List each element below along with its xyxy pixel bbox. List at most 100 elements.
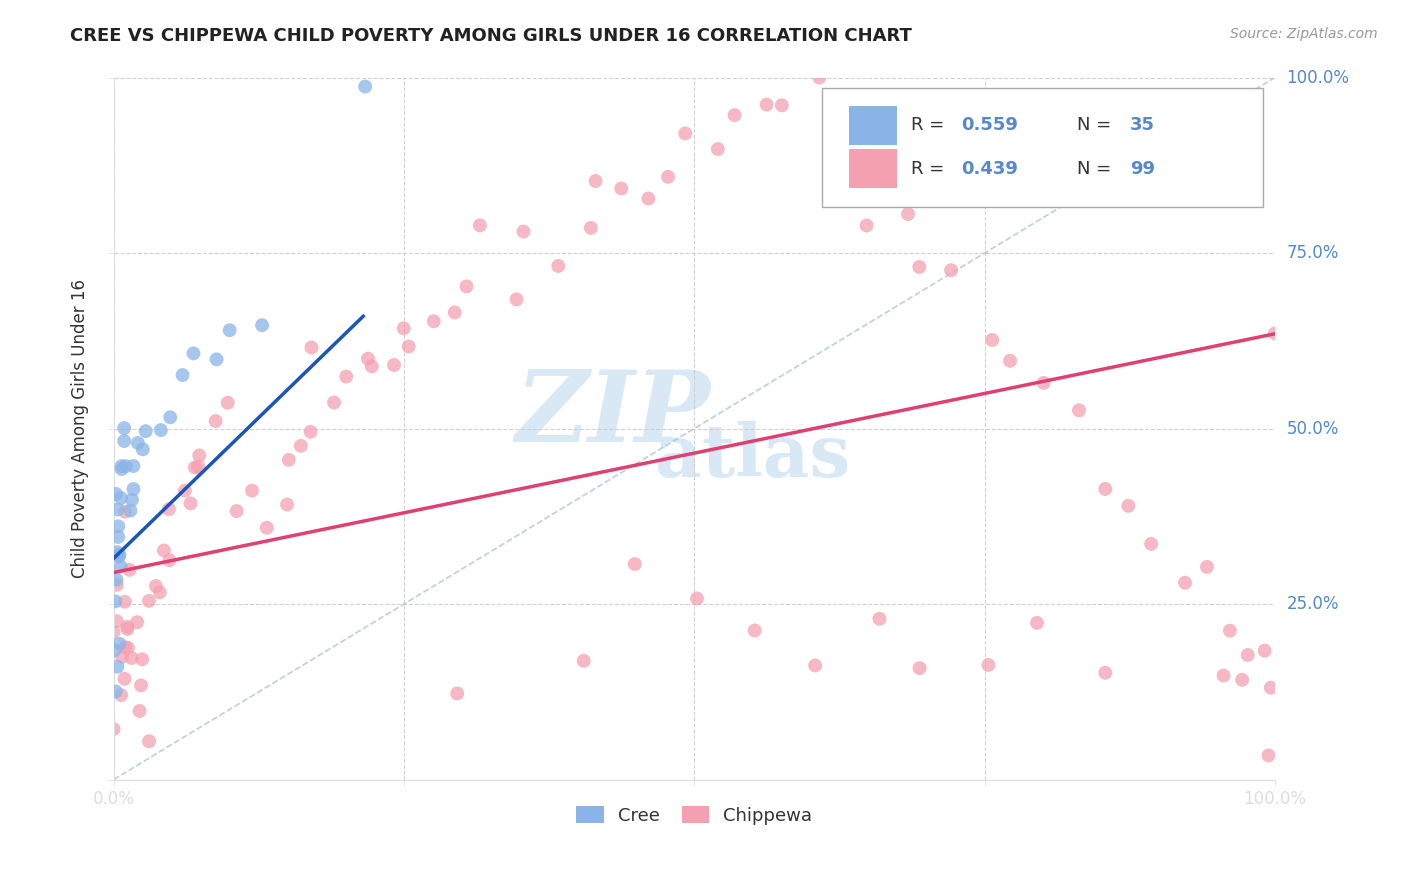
- Point: [121, 651, 143, 665]
- Point: [129, 678, 152, 692]
- Point: [744, 624, 766, 638]
- Point: [299, 425, 322, 439]
- Point: [1094, 665, 1116, 680]
- Text: atlas: atlas: [655, 421, 851, 492]
- Point: [107, 530, 129, 544]
- Point: [145, 579, 167, 593]
- Text: Source: ZipAtlas.com: Source: ZipAtlas.com: [1230, 27, 1378, 41]
- Point: [1260, 681, 1282, 695]
- Point: [250, 318, 273, 333]
- Point: [357, 351, 380, 366]
- Point: [808, 70, 831, 85]
- Point: [354, 79, 377, 94]
- Point: [110, 688, 132, 702]
- Point: [110, 559, 132, 574]
- Point: [335, 369, 357, 384]
- Point: [110, 459, 132, 474]
- Point: [225, 504, 247, 518]
- Point: [184, 460, 207, 475]
- Text: 100.0%: 100.0%: [1286, 69, 1350, 87]
- Point: [1094, 482, 1116, 496]
- Point: [153, 543, 176, 558]
- Point: [104, 684, 127, 698]
- Point: [122, 482, 145, 496]
- Point: [114, 640, 136, 655]
- Point: [117, 620, 139, 634]
- Point: [1230, 673, 1253, 687]
- Point: [897, 207, 920, 221]
- Point: [120, 503, 142, 517]
- Point: [187, 459, 209, 474]
- Point: [105, 487, 128, 501]
- Point: [443, 305, 465, 319]
- Point: [1219, 624, 1241, 638]
- Point: [157, 553, 180, 567]
- Point: [1212, 668, 1234, 682]
- Text: 75.0%: 75.0%: [1286, 244, 1339, 262]
- Point: [423, 314, 446, 328]
- Point: [392, 321, 415, 335]
- Point: [623, 557, 645, 571]
- Text: 50.0%: 50.0%: [1286, 419, 1339, 438]
- Legend: Cree, Chippewa: Cree, Chippewa: [568, 797, 821, 834]
- Text: N =: N =: [1077, 160, 1118, 178]
- Point: [657, 169, 679, 184]
- Point: [180, 496, 202, 510]
- Point: [114, 672, 136, 686]
- Point: [105, 614, 128, 628]
- Point: [188, 449, 211, 463]
- Point: [114, 595, 136, 609]
- Point: [103, 643, 125, 657]
- Point: [1140, 537, 1163, 551]
- Point: [115, 459, 138, 474]
- Text: ZIP: ZIP: [516, 367, 710, 463]
- Point: [128, 704, 150, 718]
- Point: [301, 340, 323, 354]
- Point: [1174, 575, 1197, 590]
- Point: [159, 410, 181, 425]
- FancyBboxPatch shape: [823, 88, 1264, 208]
- Point: [118, 563, 141, 577]
- Point: [149, 423, 172, 437]
- Point: [360, 359, 382, 374]
- Point: [1236, 648, 1258, 662]
- Point: [149, 585, 172, 599]
- Point: [610, 181, 633, 195]
- Point: [103, 722, 125, 736]
- Point: [276, 498, 298, 512]
- Point: [1118, 499, 1140, 513]
- Point: [157, 502, 180, 516]
- Point: [108, 637, 131, 651]
- Point: [114, 505, 136, 519]
- Point: [1195, 560, 1218, 574]
- Point: [107, 519, 129, 533]
- Point: [585, 174, 607, 188]
- Text: 0.559: 0.559: [962, 116, 1018, 135]
- Point: [138, 734, 160, 748]
- Point: [174, 483, 197, 498]
- Point: [637, 192, 659, 206]
- Point: [572, 654, 595, 668]
- Text: R =: R =: [911, 160, 950, 178]
- Point: [468, 219, 491, 233]
- Point: [111, 649, 134, 664]
- Point: [112, 421, 135, 435]
- Point: [217, 395, 239, 409]
- Point: [204, 414, 226, 428]
- Text: N =: N =: [1077, 116, 1118, 135]
- Point: [112, 434, 135, 448]
- Point: [382, 358, 405, 372]
- Point: [818, 128, 841, 142]
- Point: [105, 573, 128, 587]
- Point: [855, 219, 877, 233]
- Point: [117, 622, 139, 636]
- Point: [290, 439, 312, 453]
- Point: [110, 491, 132, 505]
- Point: [323, 395, 346, 409]
- Point: [117, 640, 139, 655]
- Point: [127, 615, 149, 629]
- Point: [579, 220, 602, 235]
- Point: [138, 594, 160, 608]
- Text: CREE VS CHIPPEWA CHILD POVERTY AMONG GIRLS UNDER 16 CORRELATION CHART: CREE VS CHIPPEWA CHILD POVERTY AMONG GIR…: [70, 27, 912, 45]
- Point: [547, 259, 569, 273]
